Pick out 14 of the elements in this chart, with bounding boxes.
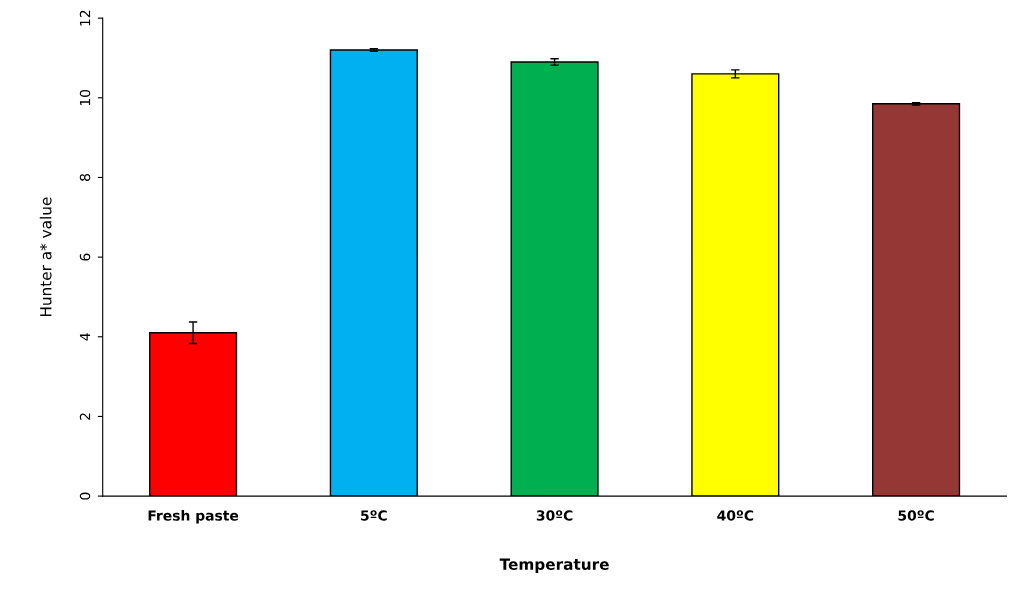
y-tick-label: 10 bbox=[79, 89, 91, 106]
y-tick-label: 6 bbox=[79, 253, 91, 261]
x-tick-label: Fresh paste bbox=[148, 509, 239, 524]
x-tick-label: 40ºC bbox=[717, 510, 754, 521]
x-tick-label: 30ºC bbox=[536, 510, 573, 521]
y-tick-label: 0 bbox=[79, 492, 91, 500]
y-tick-label: 8 bbox=[79, 174, 91, 181]
x-axis-title: Temperature bbox=[499, 558, 609, 573]
y-tick-label: 2 bbox=[79, 413, 91, 420]
y-tick-label: 4 bbox=[79, 333, 91, 341]
y-axis-title: Hunter a* value bbox=[39, 197, 52, 317]
y-tick-label: 12 bbox=[79, 10, 91, 26]
x-tick-label: 50ºC bbox=[898, 510, 934, 521]
x-tick-label: 5ºC bbox=[361, 510, 387, 521]
